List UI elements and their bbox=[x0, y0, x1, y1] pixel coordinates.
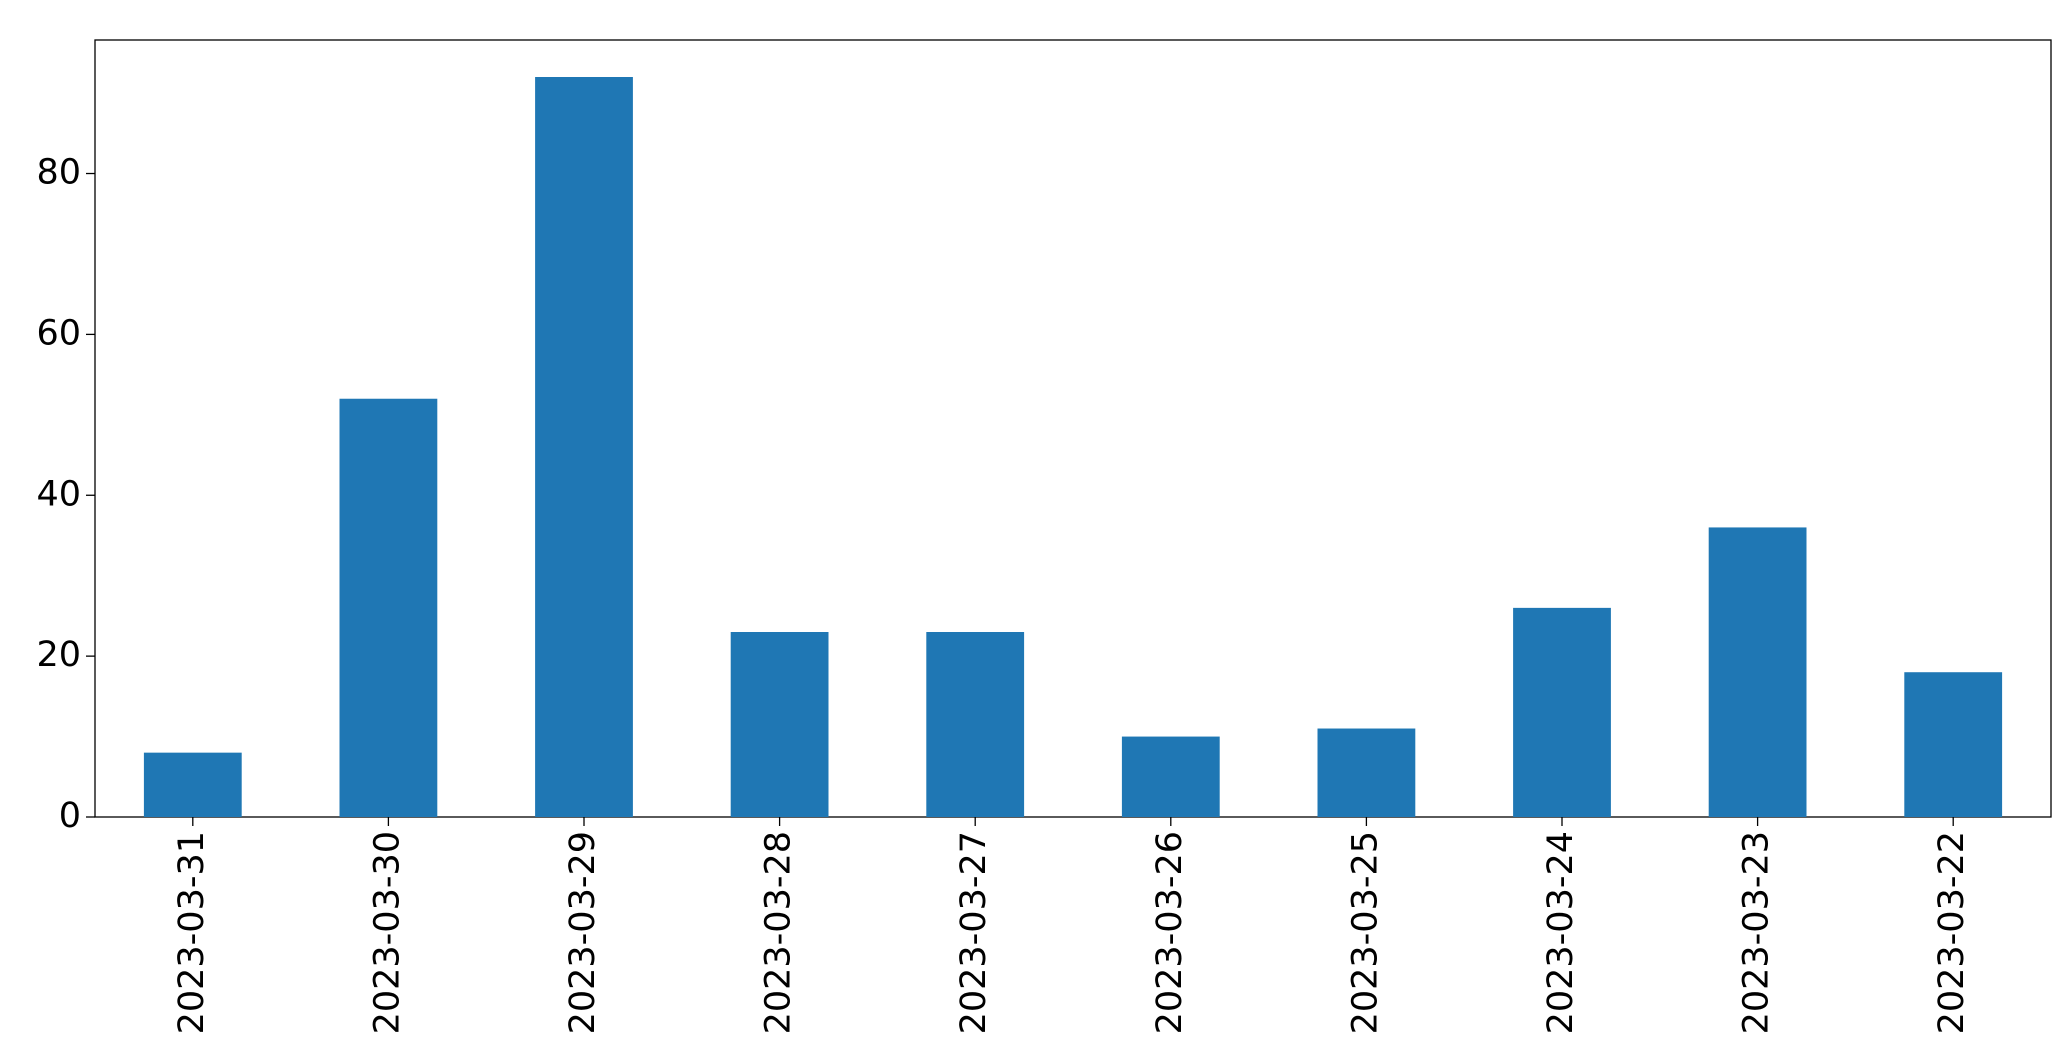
x-tick-label: 2023-03-24 bbox=[1541, 831, 1581, 1034]
x-tick-label: 2023-03-28 bbox=[759, 831, 799, 1034]
bar bbox=[339, 398, 438, 817]
y-tick-label: 20 bbox=[36, 635, 81, 675]
x-tick-label: 2023-03-26 bbox=[1150, 831, 1190, 1034]
x-tick-label: 2023-03-23 bbox=[1737, 831, 1777, 1034]
plot-frame bbox=[94, 39, 2052, 818]
x-tick-label: 2023-03-22 bbox=[1932, 831, 1972, 1034]
bar bbox=[535, 77, 633, 817]
x-tick-label: 2023-03-31 bbox=[172, 831, 212, 1034]
bar bbox=[1317, 728, 1416, 817]
x-tick-label: 2023-03-29 bbox=[563, 831, 603, 1034]
x-tick-label: 2023-03-30 bbox=[367, 831, 407, 1034]
bar bbox=[730, 632, 829, 817]
bar bbox=[1121, 736, 1220, 817]
y-tick-label: 80 bbox=[36, 153, 81, 193]
y-tick-label: 40 bbox=[36, 474, 81, 514]
bar bbox=[926, 632, 1025, 817]
bar bbox=[1708, 527, 1807, 817]
x-tick-label: 2023-03-25 bbox=[1345, 831, 1385, 1034]
y-tick-label: 0 bbox=[59, 796, 81, 836]
x-tick-label: 2023-03-27 bbox=[954, 831, 994, 1034]
y-tick-label: 60 bbox=[36, 313, 81, 353]
bar bbox=[143, 752, 242, 817]
bar bbox=[1904, 672, 2003, 817]
bar bbox=[1513, 607, 1611, 817]
